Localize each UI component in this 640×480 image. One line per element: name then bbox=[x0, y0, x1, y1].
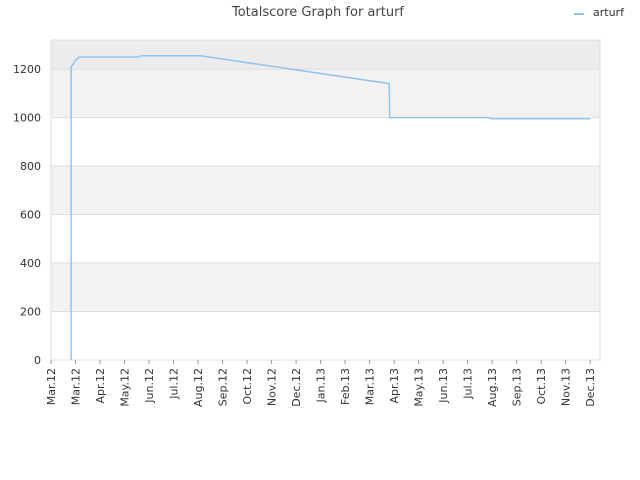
plot-band bbox=[51, 214, 600, 264]
chart-title: Totalscore Graph for arturf bbox=[231, 5, 404, 20]
x-tick-label: May.12 bbox=[119, 368, 132, 407]
plot-band bbox=[51, 69, 600, 118]
y-tick-label: 600 bbox=[20, 209, 41, 222]
x-tick-label: Apr.12 bbox=[94, 368, 107, 404]
y-tick-label: 400 bbox=[20, 257, 41, 270]
x-tick-label: Jul.13 bbox=[462, 368, 475, 400]
legend-label: arturf bbox=[593, 6, 625, 19]
plot-band bbox=[51, 311, 600, 360]
x-tick-label: Sep.12 bbox=[217, 368, 230, 406]
x-tick-label: Mar.12 bbox=[70, 368, 83, 405]
x-tick-label: Dec.12 bbox=[290, 368, 303, 407]
x-tick-label: Nov.13 bbox=[560, 368, 573, 406]
x-tick-label: Jun.12 bbox=[143, 368, 156, 404]
plot-band bbox=[51, 117, 600, 167]
y-tick-label: 1000 bbox=[13, 112, 41, 125]
x-tick-label: Oct.13 bbox=[535, 368, 548, 405]
x-tick-label: Jul.12 bbox=[168, 368, 181, 400]
y-tick-label: 1200 bbox=[13, 63, 41, 76]
plot-band bbox=[51, 166, 600, 215]
y-tick-label: 0 bbox=[34, 354, 41, 367]
x-tick-label: Mar.13 bbox=[364, 368, 377, 405]
y-tick-label: 200 bbox=[20, 306, 41, 319]
x-tick-label: Feb.13 bbox=[339, 368, 352, 405]
x-tick-label: Apr.13 bbox=[388, 368, 401, 404]
x-tick-label: Sep.13 bbox=[511, 368, 524, 406]
y-tick-label: 800 bbox=[20, 160, 41, 173]
x-tick-label: Oct.12 bbox=[241, 368, 254, 405]
x-tick-label: Aug.13 bbox=[486, 368, 499, 407]
x-tick-label: Jun.13 bbox=[437, 368, 450, 404]
plot-band bbox=[51, 263, 600, 312]
x-tick-label: Dec.13 bbox=[584, 368, 597, 407]
plot-band bbox=[51, 40, 600, 70]
x-tick-label: May.13 bbox=[413, 368, 426, 407]
data-line bbox=[70, 55, 591, 360]
plot-border bbox=[50, 39, 601, 361]
x-tick-label: Nov.12 bbox=[266, 368, 279, 406]
x-tick-label: Mar.12 bbox=[45, 368, 58, 405]
x-tick-label: Jan.13 bbox=[315, 368, 328, 403]
x-tick-label: Aug.12 bbox=[192, 368, 205, 407]
